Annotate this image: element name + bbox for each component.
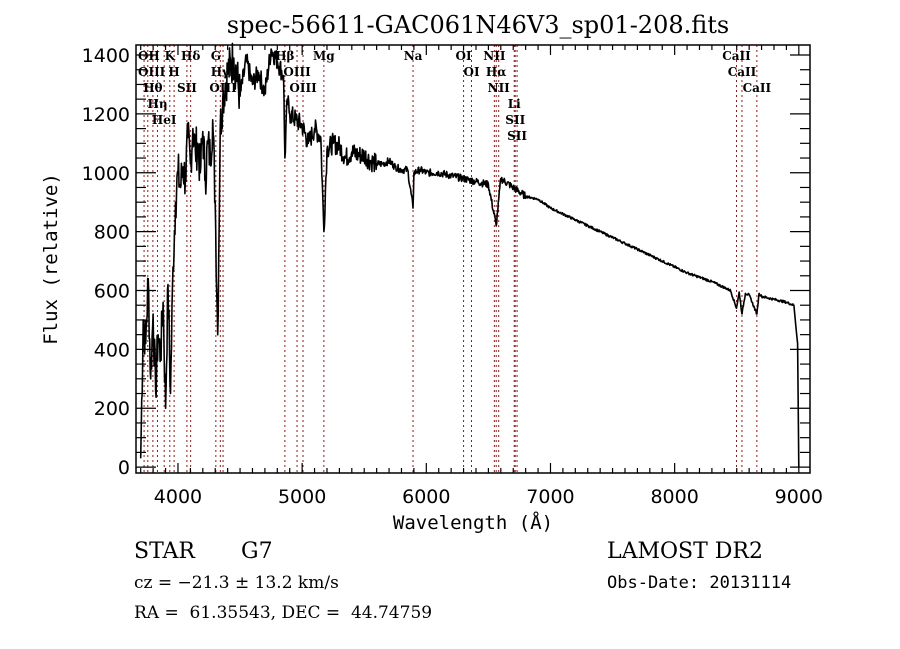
line-marker-label: Mg	[313, 49, 335, 63]
line-marker-label: OIII	[209, 81, 237, 95]
y-tick-label: 1000	[82, 163, 130, 185]
y-tick-label: 1200	[82, 104, 130, 126]
line-marker-label: OI	[464, 65, 480, 79]
line-marker-label: SII	[507, 129, 527, 143]
x-tick-label: 4000	[154, 486, 202, 508]
line-marker-label: Hβ	[275, 49, 294, 63]
line-marker-label: K	[165, 49, 176, 63]
chart-title: spec-56611-GAC061N46V3_sp01-208.fits	[227, 11, 729, 39]
line-marker-label: OIII	[289, 81, 317, 95]
line-marker-label: Hα	[486, 65, 507, 79]
line-marker-label: CaII	[722, 49, 751, 63]
line-marker-label: NII	[483, 49, 506, 63]
y-tick-label: 800	[94, 222, 130, 244]
x-tick-label: 7000	[526, 486, 574, 508]
line-markers	[143, 45, 758, 473]
line-marker-label: SII	[177, 81, 197, 95]
x-tick-label: 6000	[402, 486, 450, 508]
plot-frame	[135, 44, 811, 474]
line-marker-label: H	[168, 65, 179, 79]
line-marker-label: HeI	[152, 113, 177, 127]
spectrum-line	[139, 42, 800, 468]
line-marker-label: OIII	[283, 65, 311, 79]
y-tick-label: 1400	[82, 45, 130, 67]
redshift-text: cz = −21.3 ± 13.2 km/s	[134, 573, 339, 593]
line-marker-label: Hθ	[143, 81, 162, 95]
x-axis: 4000 5000 6000 7000 8000 9000	[140, 45, 823, 508]
line-marker-label: CaII	[743, 81, 772, 95]
line-marker-label: SII	[505, 113, 525, 127]
line-marker-label: OI	[456, 49, 472, 63]
x-axis-label: Wavelength (Å)	[393, 511, 553, 534]
y-tick-label: 600	[94, 280, 130, 302]
line-marker-label: Hγ	[211, 65, 230, 79]
x-tick-label: 5000	[278, 486, 326, 508]
y-tick-label: 200	[94, 398, 130, 420]
coordinates-text: RA = 61.35543, DEC = 44.74759	[134, 603, 433, 623]
line-marker-label: Na	[404, 49, 423, 63]
object-subclass: G7	[241, 539, 273, 564]
y-tick-label: 400	[94, 339, 130, 361]
line-marker-label: OIII	[138, 65, 166, 79]
line-marker-label: CaII	[728, 65, 757, 79]
obs-date-text: Obs-Date: 20131114	[607, 573, 792, 593]
survey-name: LAMOST DR2	[607, 539, 763, 564]
line-marker-label: NII	[488, 81, 511, 95]
line-marker-label: Hη	[148, 97, 168, 111]
line-marker-label: Hδ	[181, 49, 200, 63]
object-class: STAR	[134, 539, 195, 564]
y-tick-label: 0	[118, 457, 130, 479]
line-marker-label: OII	[138, 49, 160, 63]
y-axis-label: Flux (relative)	[40, 173, 62, 345]
x-tick-label: 8000	[650, 486, 698, 508]
y-axis: 0 200 400 600 800 1000 1200 1400	[82, 45, 810, 479]
x-tick-label: 9000	[775, 486, 823, 508]
line-marker-label: Li	[508, 97, 521, 111]
line-marker-label: G	[211, 49, 221, 63]
